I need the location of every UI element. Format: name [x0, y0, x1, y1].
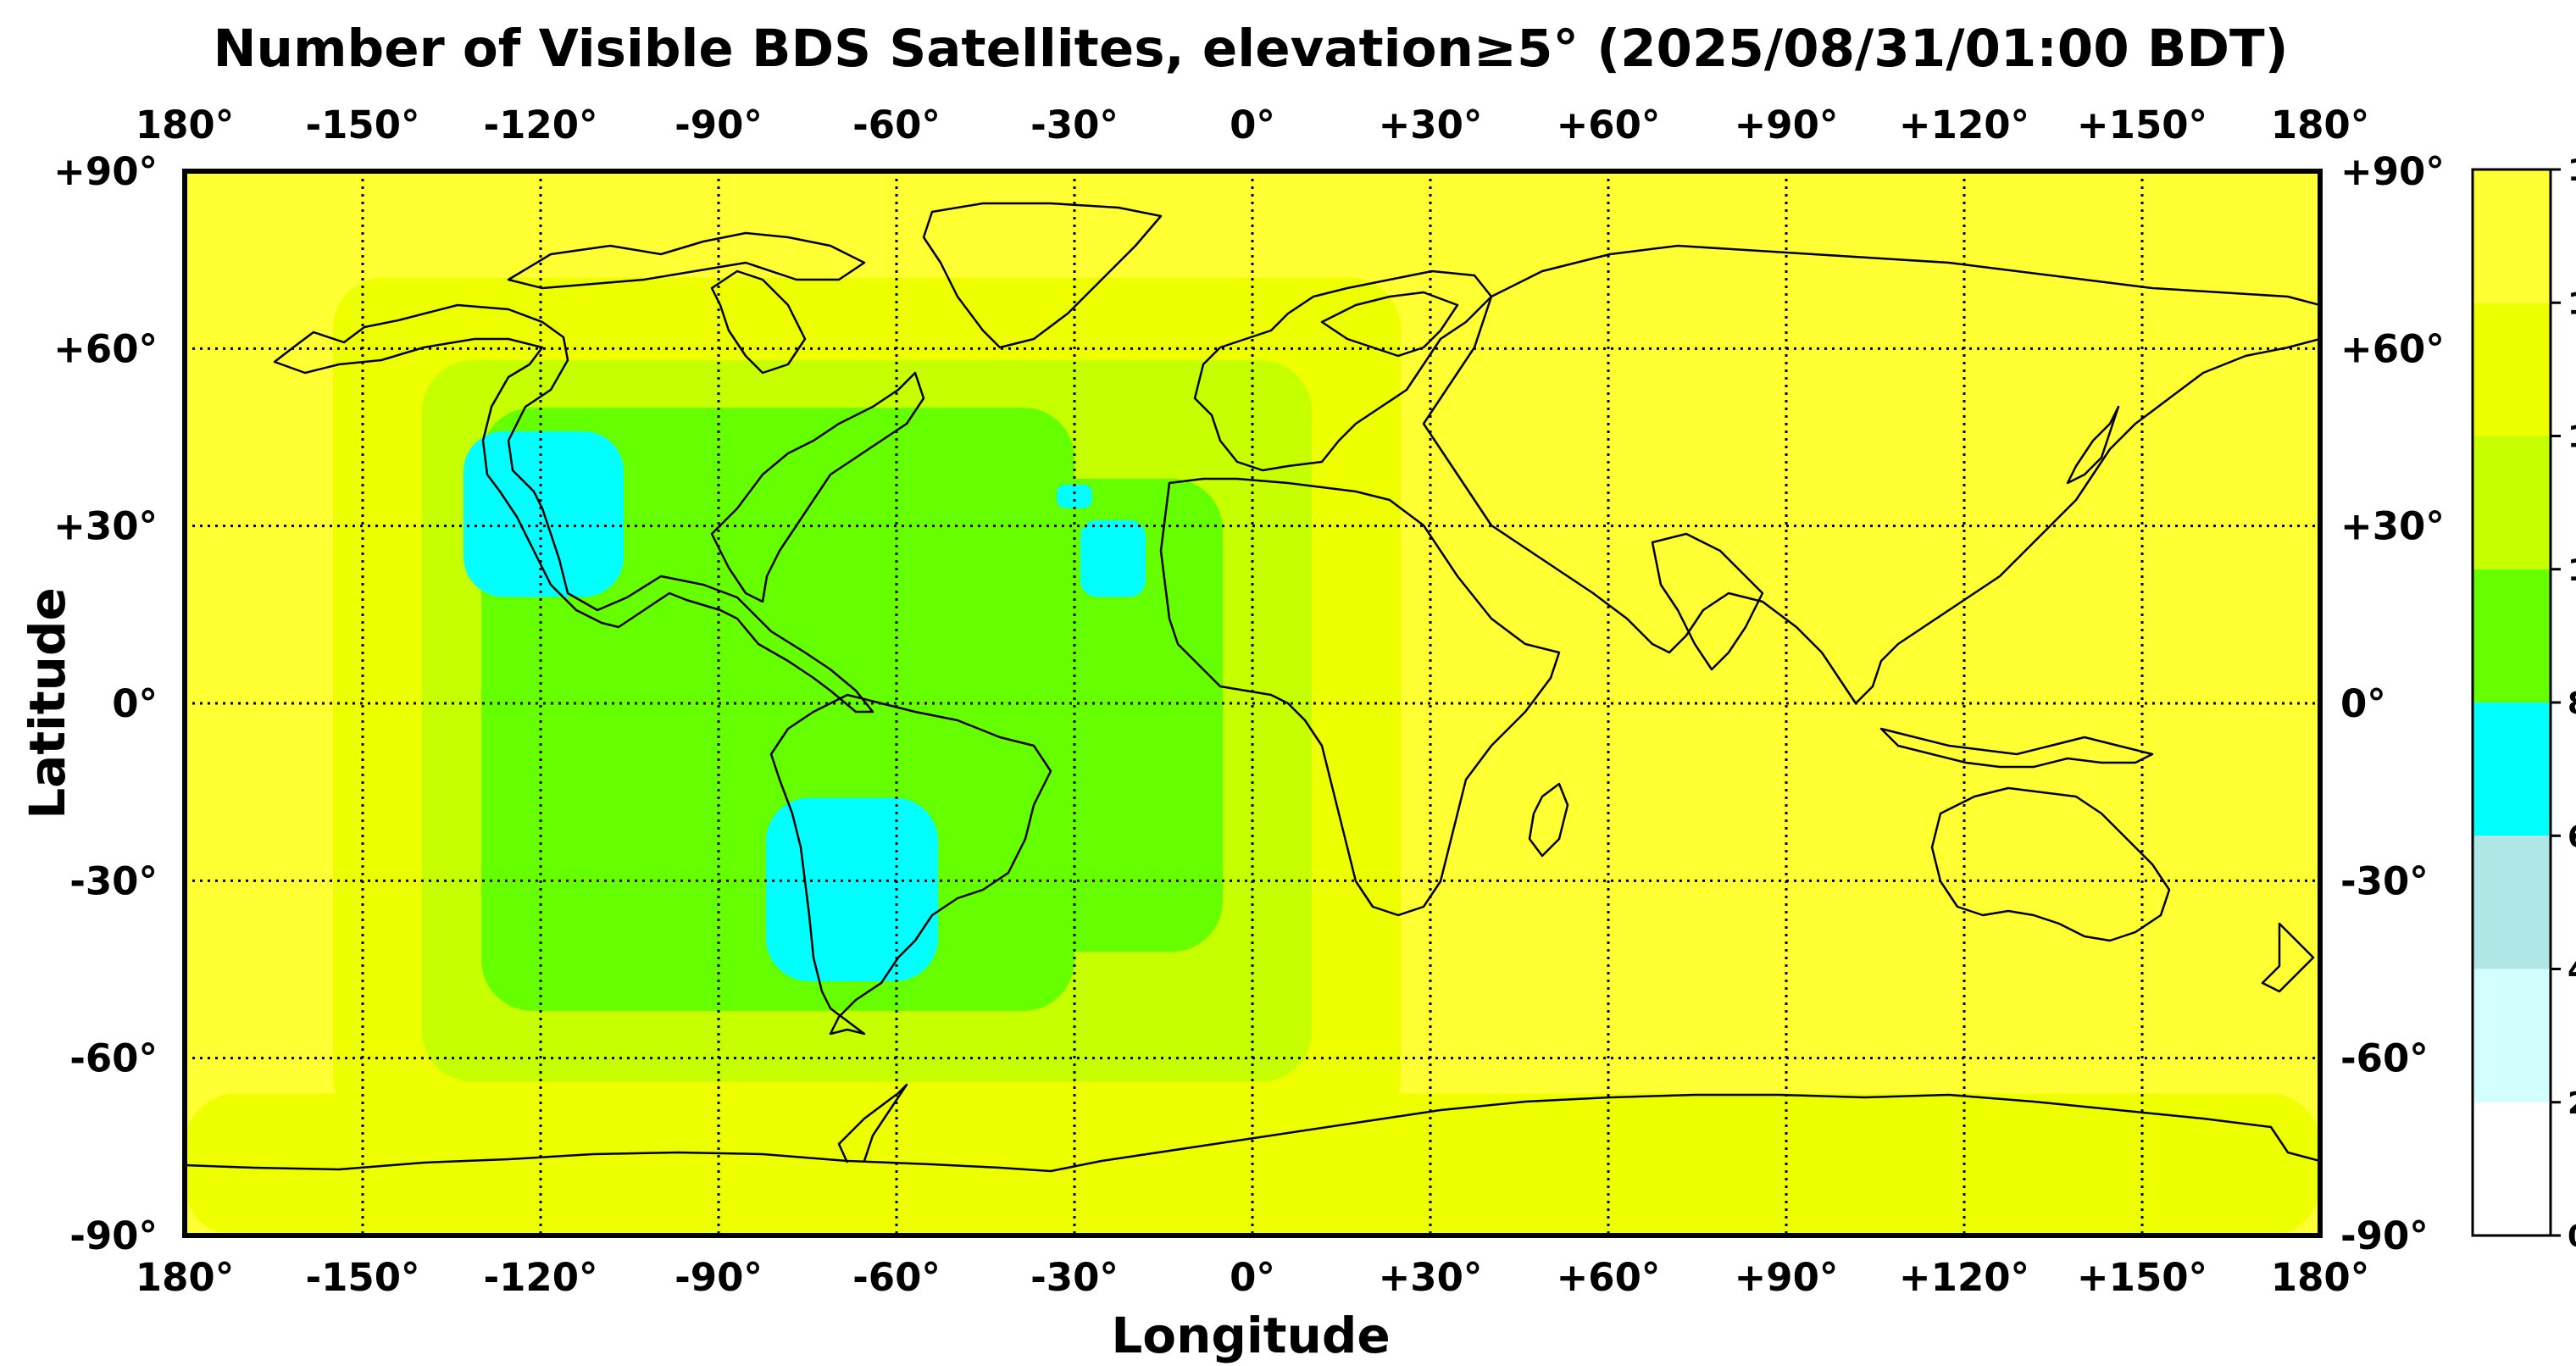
- coastline-north-america: [273, 303, 874, 714]
- colorbar-segment: [2473, 569, 2551, 702]
- lon-bottom-tick-label: 180°: [2271, 1255, 2369, 1300]
- colorbar-segment: [2473, 702, 2551, 836]
- lon-bottom-tick-label: +30°: [1379, 1255, 1483, 1300]
- colorbar-segment: [2473, 836, 2551, 969]
- lon-top-tick-label: +120°: [1899, 103, 2029, 147]
- lon-top-tick-label: +60°: [1557, 103, 1661, 147]
- lon-bottom-tick-label: -90°: [675, 1255, 763, 1300]
- x-axis-label: Longitude: [1111, 1307, 1390, 1364]
- lat-left-tick-label: 0°: [112, 681, 158, 726]
- colorbar: [2471, 168, 2552, 1237]
- coastline-canadian-arctic: [507, 231, 866, 290]
- coastline-indonesia: [1879, 727, 2154, 769]
- lon-bottom-tick-label: -60°: [852, 1255, 941, 1300]
- lat-right-tick-label: -90°: [2340, 1213, 2429, 1258]
- longitude-ticks-bottom: 180° -150° -120° -90° -60° -30° 0° +30° +60° +90°…: [136, 1255, 2369, 1300]
- coastline-africa: [1159, 477, 1561, 917]
- colorbar-segment: [2473, 1102, 2551, 1236]
- coastline-antarctic-peninsula: [837, 1083, 908, 1163]
- colorbar-tick-label: 0: [2568, 1219, 2576, 1254]
- lon-bottom-tick-label: +90°: [1735, 1255, 1839, 1300]
- lon-top-tick-label: -90°: [675, 103, 763, 147]
- heatmap-cell-6: [766, 797, 938, 981]
- coastline-europe: [1193, 269, 1493, 472]
- lon-bottom-tick-label: 0°: [1230, 1255, 1275, 1300]
- lon-bottom-tick-label: -150°: [305, 1255, 419, 1300]
- map-area: [182, 169, 2323, 1238]
- colorbar-tick-label: 16: [2568, 153, 2576, 188]
- lon-top-tick-label: -120°: [483, 103, 597, 147]
- colorbar-segment: [2473, 303, 2551, 436]
- lat-right-tick-label: -60°: [2340, 1036, 2429, 1081]
- heatmap-cell-8: [1057, 484, 1092, 508]
- lon-bottom-tick-label: -120°: [483, 1255, 597, 1300]
- coastline-india: [1651, 532, 1764, 671]
- coastline-asia: [1422, 244, 2320, 705]
- colorbar-tick-label: 14: [2568, 286, 2576, 321]
- lon-bottom-tick-label: 180°: [136, 1255, 234, 1300]
- lon-top-tick-label: 0°: [1230, 103, 1275, 147]
- lat-left-tick-label: -60°: [69, 1036, 158, 1081]
- lat-left-tick-label: +30°: [53, 504, 158, 549]
- heatmap-cell-4: [956, 478, 1223, 952]
- lon-top-tick-label: 180°: [136, 103, 234, 147]
- lat-right-tick-label: -30°: [2340, 858, 2429, 903]
- colorbar-tick-label: 6: [2568, 819, 2576, 854]
- colorbar-tick-label: 4: [2568, 953, 2576, 988]
- lat-right-tick-label: 0°: [2340, 681, 2386, 726]
- colorbar-tick-label: 8: [2568, 686, 2576, 721]
- coastline-antarctica: [185, 1093, 2320, 1173]
- lon-top-tick-label: -30°: [1030, 103, 1119, 147]
- lon-top-tick-label: +150°: [2077, 103, 2207, 147]
- coastline-layer: [185, 202, 2320, 1173]
- lat-left-tick-label: -90°: [69, 1213, 158, 1258]
- heatmap-layer: [185, 277, 2320, 1236]
- coastline-madagascar: [1528, 782, 1569, 858]
- colorbar-tick-label: 12: [2568, 420, 2576, 455]
- colorbar-tick-label: 10: [2568, 553, 2576, 588]
- lon-top-tick-label: +30°: [1379, 103, 1483, 147]
- lon-bottom-tick-label: +150°: [2077, 1255, 2207, 1300]
- map-title: Number of Visible BDS Satellites, elevat…: [214, 19, 2289, 79]
- coastline-scandinavia: [1320, 291, 1459, 358]
- lon-top-tick-label: -150°: [305, 103, 419, 147]
- latitude-ticks-left: +90° +60° +30° 0° -30° -60° -90°: [53, 149, 158, 1258]
- lon-top-tick-label: 180°: [2271, 103, 2369, 147]
- lon-bottom-tick-label: +120°: [1899, 1255, 2029, 1300]
- lon-bottom-tick-label: -30°: [1030, 1255, 1119, 1300]
- map-frame: [182, 169, 2323, 1238]
- coastline-new-zealand: [2261, 922, 2315, 993]
- coastline-south-america: [769, 693, 1052, 1036]
- colorbar-ticks: 0 2 4 6 8 10 12 14 16: [2551, 153, 2576, 1254]
- coastline-australia: [1930, 786, 2171, 942]
- colorbar-tick-label: 2: [2568, 1086, 2576, 1121]
- latitude-ticks-right: +90° +60° +30° 0° -30° -60° -90°: [2340, 149, 2445, 1258]
- gridlines: [185, 171, 2320, 1236]
- colorbar-segment: [2473, 169, 2551, 303]
- lat-left-tick-label: +90°: [53, 149, 158, 194]
- lat-left-tick-label: -30°: [69, 858, 158, 903]
- coastline-japan: [2066, 405, 2120, 485]
- longitude-ticks-top: 180° -150° -120° -90° -60° -30° 0° +30° +60° +90°…: [136, 103, 2369, 147]
- y-axis-label: Latitude: [19, 587, 76, 819]
- lat-right-tick-label: +90°: [2340, 149, 2445, 194]
- colorbar-segment: [2473, 436, 2551, 569]
- lon-bottom-tick-label: +60°: [1557, 1255, 1661, 1300]
- heatmap-cell-7: [1080, 519, 1146, 597]
- lat-right-tick-label: +30°: [2340, 504, 2445, 549]
- coastline-hudson-bay: [710, 269, 807, 375]
- lat-left-tick-label: +60°: [53, 326, 158, 371]
- colorbar-segment: [2473, 969, 2551, 1102]
- coastline-greenland: [922, 202, 1163, 349]
- coastline-north-america-east: [710, 371, 925, 603]
- lat-right-tick-label: +60°: [2340, 326, 2445, 371]
- lon-top-tick-label: +90°: [1735, 103, 1839, 147]
- lon-top-tick-label: -60°: [852, 103, 941, 147]
